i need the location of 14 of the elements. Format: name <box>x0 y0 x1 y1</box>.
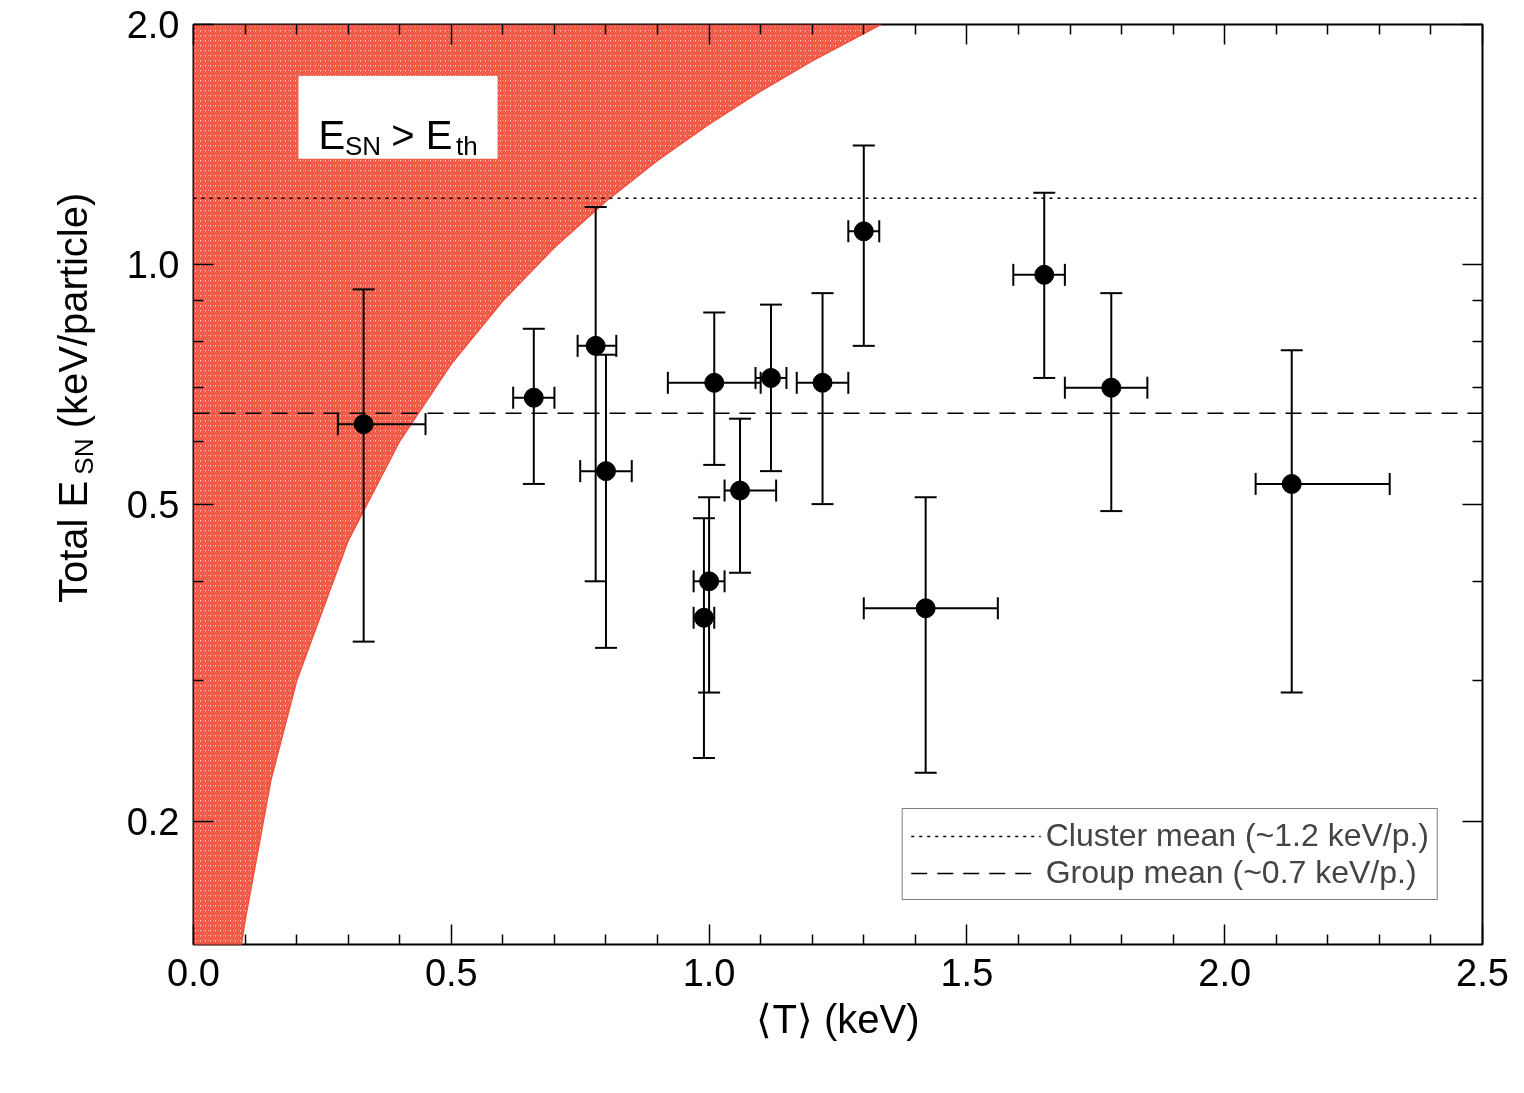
x-axis-title: ⟨T⟩ (keV) <box>756 996 920 1041</box>
y-tick-label: 1.0 <box>126 243 180 286</box>
x-tick-label: 1.0 <box>682 951 736 994</box>
y-axis-title: Total ESN (keV/particle) <box>50 192 99 604</box>
legend-label: Group mean (~0.7 keV/p.) <box>1045 854 1417 891</box>
x-tick-label: 0.5 <box>424 951 478 994</box>
x-tick-label: 0.0 <box>167 951 220 994</box>
legend-label: Cluster mean (~1.2 keV/p.) <box>1045 817 1429 854</box>
y-tick-label: 0.5 <box>126 483 180 526</box>
x-tick-label: 2.0 <box>1198 951 1252 994</box>
x-tick-label: 2.5 <box>1456 951 1509 994</box>
x-tick-label: 1.5 <box>940 951 994 994</box>
y-tick-label: 0.2 <box>126 800 180 843</box>
y-tick-label: 2.0 <box>126 4 180 46</box>
